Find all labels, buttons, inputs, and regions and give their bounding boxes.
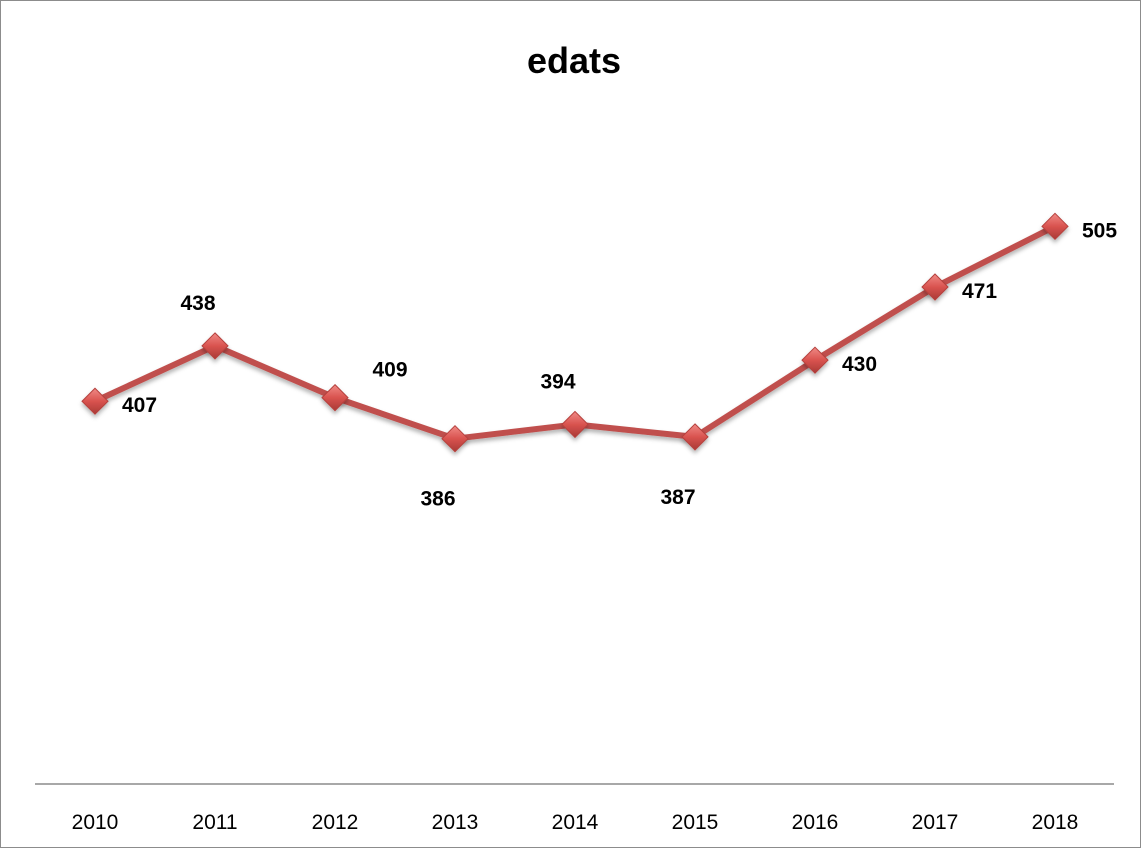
- data-point-marker: [441, 424, 469, 453]
- chart-title: edats: [527, 40, 621, 81]
- markers-layer: [81, 212, 1069, 453]
- series-line: [92, 223, 1058, 442]
- x-tick-label: 2012: [312, 811, 359, 834]
- data-point-marker: [801, 346, 829, 374]
- series-layer: [92, 223, 1058, 442]
- x-tick-label: 2011: [192, 811, 237, 834]
- x-tick-label: 2018: [1032, 811, 1079, 834]
- data-point-marker: [201, 332, 229, 360]
- x-tick-label: 2017: [912, 811, 959, 834]
- x-tick-label: 2014: [552, 811, 599, 834]
- x-tick-label: 2013: [432, 811, 479, 834]
- x-tick-label: 2016: [792, 811, 839, 834]
- data-point-marker: [921, 273, 949, 301]
- data-point-marker: [81, 387, 109, 415]
- x-tick-label: 2015: [672, 811, 719, 834]
- data-label: 505: [1082, 219, 1117, 242]
- data-label: 407: [122, 394, 157, 417]
- data-label: 438: [180, 292, 215, 315]
- data-point-marker: [1041, 212, 1069, 241]
- data-label: 394: [540, 370, 575, 393]
- data-point-marker: [321, 383, 349, 412]
- data-point-marker: [561, 410, 589, 439]
- data-labels-layer: 407 438 409 386 394 387 430 471 505: [122, 219, 1117, 510]
- x-tick-labels-layer: 2010 2011 2012 2013 2014 2015 2016 2017 2018: [72, 811, 1079, 834]
- data-label: 386: [420, 488, 455, 511]
- x-tick-label: 2010: [72, 811, 119, 834]
- data-point-marker: [681, 423, 709, 451]
- data-label: 430: [842, 353, 877, 376]
- data-label: 409: [372, 359, 407, 382]
- data-label: 387: [660, 486, 695, 509]
- data-label: 471: [962, 280, 997, 303]
